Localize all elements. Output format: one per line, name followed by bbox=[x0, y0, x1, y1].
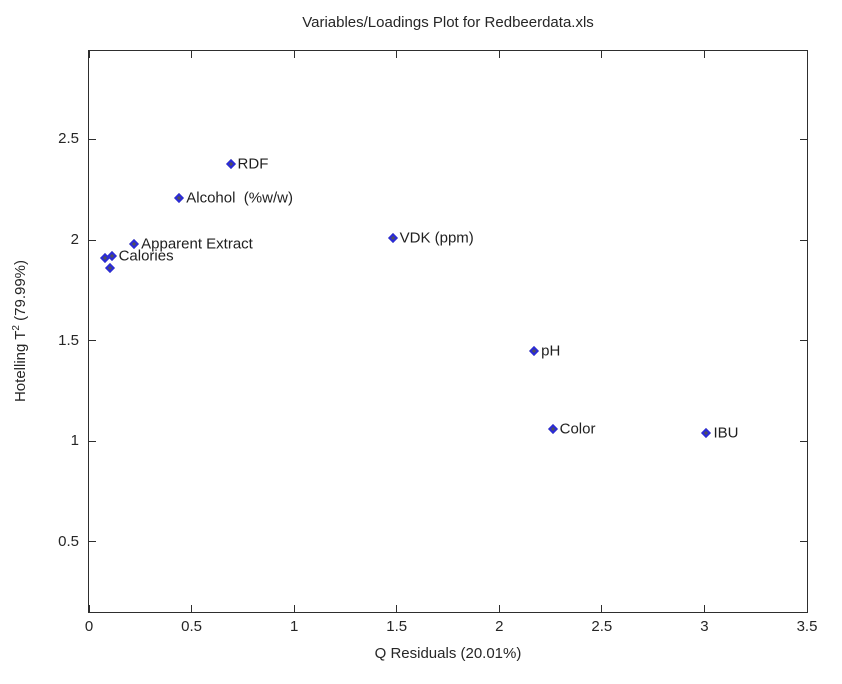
x-tick-mark bbox=[396, 605, 398, 612]
y-axis-label-superscript: 2 bbox=[11, 325, 22, 331]
y-tick-mark bbox=[89, 340, 96, 342]
y-tick-label: 2 bbox=[70, 231, 79, 248]
x-tick-mark-top bbox=[88, 51, 90, 58]
y-tick-mark-right bbox=[800, 440, 807, 442]
y-tick-mark bbox=[89, 440, 96, 442]
y-tick-mark-right bbox=[800, 138, 807, 140]
data-point-label: VDK (ppm) bbox=[399, 229, 474, 247]
data-point-label: RDF bbox=[237, 155, 269, 173]
x-tick-mark bbox=[601, 605, 603, 612]
data-point-label: Apparent Extract bbox=[141, 235, 253, 253]
x-tick-mark-top bbox=[703, 51, 705, 58]
x-tick-label: 0.5 bbox=[181, 618, 202, 635]
y-tick-mark-right bbox=[800, 239, 807, 241]
x-tick-label: 2 bbox=[495, 618, 504, 635]
x-tick-mark-top bbox=[396, 51, 398, 58]
x-axis-label: Q Residuals (20.01%) bbox=[374, 645, 522, 662]
y-tick-label: 1 bbox=[70, 432, 79, 450]
x-tick-label: 1 bbox=[289, 618, 299, 635]
data-point-label: pH bbox=[541, 342, 561, 360]
data-point-label: Alcohol (%w/w) bbox=[186, 189, 293, 207]
y-tick-label: 1.5 bbox=[58, 331, 79, 349]
data-point-label: IBU bbox=[713, 424, 739, 442]
x-tick-mark bbox=[498, 605, 500, 612]
y-axis-label-suffix: (79.99%) bbox=[12, 259, 29, 326]
y-tick-mark-right bbox=[800, 541, 807, 543]
y-tick-mark-right bbox=[800, 340, 807, 342]
y-tick-mark bbox=[89, 541, 96, 543]
x-tick-label: 3.5 bbox=[796, 618, 818, 635]
x-tick-mark-top bbox=[293, 51, 295, 58]
x-tick-mark-top bbox=[806, 51, 808, 58]
data-point-label: Color bbox=[559, 420, 596, 438]
y-tick-label: 0.5 bbox=[58, 532, 79, 550]
x-tick-mark-top bbox=[498, 51, 500, 58]
chart-title: Variables/Loadings Plot for Redbeerdata.… bbox=[302, 14, 594, 31]
x-tick-mark bbox=[293, 605, 295, 612]
x-tick-mark-top bbox=[191, 51, 193, 58]
y-tick-mark bbox=[89, 138, 96, 140]
y-tick-mark bbox=[89, 239, 96, 241]
x-tick-mark bbox=[191, 605, 193, 612]
x-tick-mark bbox=[806, 605, 808, 612]
x-tick-label: 0 bbox=[84, 618, 94, 635]
x-tick-mark bbox=[88, 605, 90, 612]
x-tick-label: 1.5 bbox=[386, 618, 408, 635]
x-tick-mark-top bbox=[601, 51, 603, 58]
x-tick-label: 2.5 bbox=[591, 618, 613, 635]
data-point-label: Calories bbox=[118, 247, 174, 265]
data-point-marker bbox=[104, 263, 115, 274]
y-axis-label-prefix: Hotelling T bbox=[12, 330, 29, 403]
x-tick-mark bbox=[703, 605, 705, 612]
x-tick-label: 3 bbox=[700, 618, 709, 635]
plot-area: 0 0.5 1 1.5 2 2.5 3 3.5 0.5 1 1.5 2 2.5 RDF Alcohol (%… bbox=[58, 50, 817, 635]
y-axis-label: Hotelling T2 (79.99%) bbox=[11, 260, 29, 402]
y-tick-label: 2.5 bbox=[58, 130, 79, 148]
